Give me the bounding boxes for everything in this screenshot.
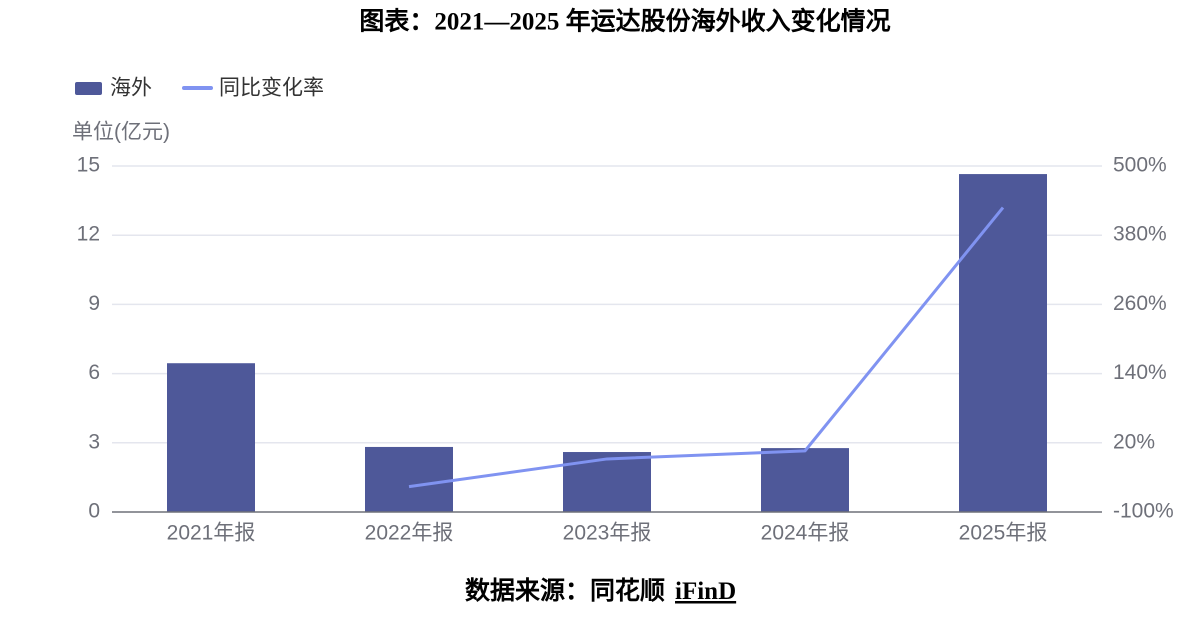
source: 数据来源：同花顺 iFinD bbox=[465, 577, 736, 605]
y-tick-label: 6 bbox=[88, 361, 100, 384]
x-tick-label: 2021年报 bbox=[167, 522, 256, 545]
y-tick-label: 0 bbox=[88, 500, 100, 523]
chart-title: 图表：2021—2025 年运达股份海外收入变化情况 bbox=[359, 7, 890, 36]
y-tick-label: 3 bbox=[88, 430, 100, 453]
bar bbox=[365, 446, 453, 512]
bar bbox=[761, 448, 849, 512]
x-tick-label: 2024年报 bbox=[761, 522, 850, 545]
y2-tick-label: 380% bbox=[1113, 223, 1167, 246]
y2-tick-label: 260% bbox=[1113, 292, 1167, 315]
bar bbox=[563, 452, 651, 512]
legend-label: 同比变化率 bbox=[219, 77, 324, 100]
y2-tick-label: -100% bbox=[1113, 500, 1174, 523]
line bbox=[408, 206, 1005, 489]
source-label: 数据来源：同花顺 bbox=[465, 577, 665, 605]
x-tick-label: 2023年报 bbox=[563, 522, 652, 545]
y-tick-label: 9 bbox=[88, 292, 100, 315]
legend-label: 海外 bbox=[110, 77, 152, 100]
source-name: iFinD bbox=[675, 578, 736, 605]
y-tick-label: 15 bbox=[77, 154, 100, 177]
y2-tick-label: 140% bbox=[1113, 361, 1167, 384]
bar bbox=[959, 174, 1047, 512]
x-tick-label: 2025年报 bbox=[959, 522, 1048, 545]
y-tick-label: 12 bbox=[77, 223, 100, 246]
legend-swatch bbox=[75, 82, 102, 95]
y2-tick-label: 20% bbox=[1113, 430, 1155, 453]
y-axis-unit: 单位(亿元) bbox=[72, 121, 170, 144]
x-tick-label: 2022年报 bbox=[365, 522, 454, 545]
bar bbox=[167, 363, 255, 512]
y2-tick-label: 500% bbox=[1113, 154, 1167, 177]
